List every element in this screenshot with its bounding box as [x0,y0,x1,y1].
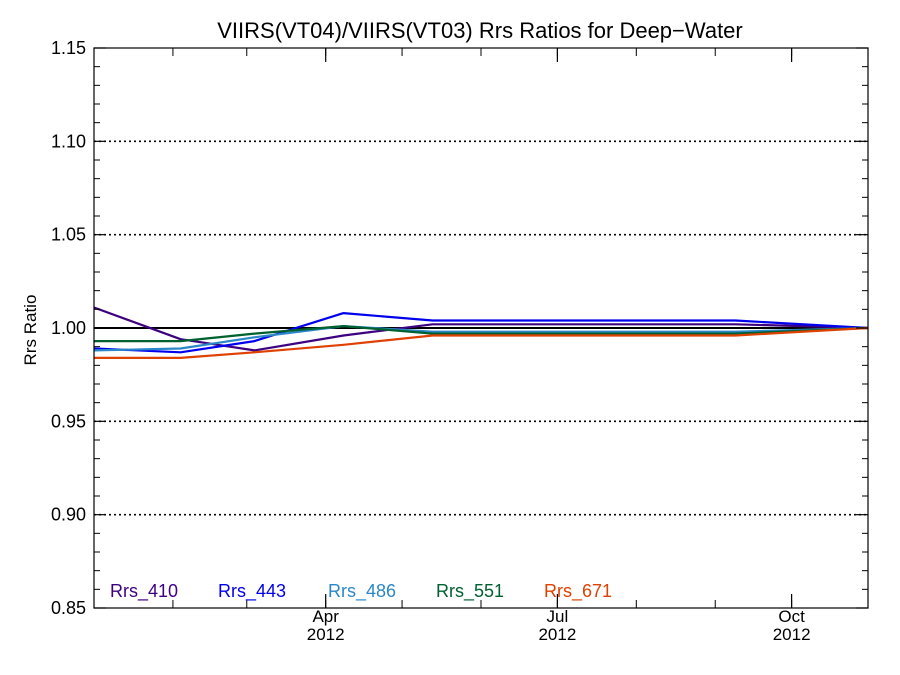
series-lines [93,306,869,359]
legend-entry-rrs-410: Rrs_410 [110,581,178,602]
y-tick-label: 0.90 [51,505,86,525]
legend-entry-rrs-486: Rrs_486 [328,581,396,602]
y-axis-label: Rrs Ratio [21,295,40,366]
x-tick-month-label: Oct [778,607,805,626]
gridlines [94,140,868,516]
x-tick-year-label: 2012 [307,625,345,644]
axes: 0.850.900.951.001.051.101.15Apr2012Jul20… [51,38,869,644]
y-tick-label: 1.15 [51,38,86,58]
series-line-rrs-551 [94,325,869,343]
x-tick-month-label: Apr [312,607,339,626]
x-tick-year-label: 2012 [773,625,811,644]
series-line-rrs-443 [93,312,869,354]
y-tick-label: 1.00 [51,318,86,338]
series-line-rrs-486 [93,325,869,352]
series-line-rrs-410 [93,306,869,352]
y-tick-label: 0.95 [51,411,86,431]
legend-entry-rrs-443: Rrs_443 [218,581,286,602]
y-tick-label: 1.10 [51,131,86,151]
y-tick-label: 0.85 [51,598,86,618]
legend-entry-rrs-671: Rrs_671 [544,581,612,602]
series-line-rrs-671 [94,326,869,359]
x-tick-month-label: Jul [547,607,569,626]
x-tick-year-label: 2012 [538,625,576,644]
legend-entry-rrs-551: Rrs_551 [436,581,504,602]
legend: Rrs_410 Rrs_443 Rrs_486 Rrs_551 Rrs_671 [110,581,612,602]
y-tick-label: 1.05 [51,225,86,245]
chart-title: VIIRS(VT04)/VIIRS(VT03) Rrs Ratios for D… [217,18,743,43]
